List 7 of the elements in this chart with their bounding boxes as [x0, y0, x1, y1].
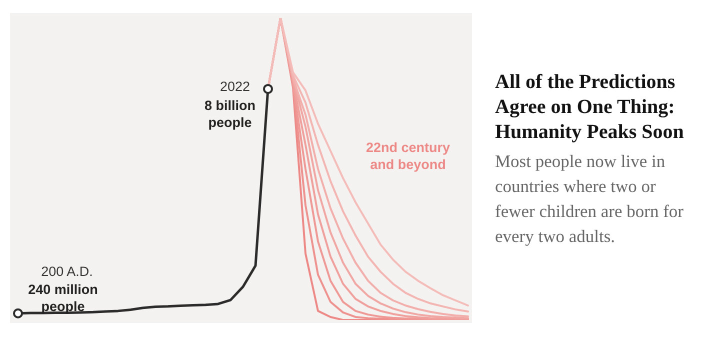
text: Most people now live in countries where two or fewer children are born for every two adults.	[495, 150, 685, 248]
text: All of the Predictions Agree on One Thing: Humanity Peaks Soon	[495, 70, 685, 145]
annotation: 200 A.D.	[40, 263, 94, 280]
annotation: 8 billion people	[203, 97, 256, 131]
annotation: 240 million people	[27, 281, 99, 315]
annotation: 22nd century and beyond	[364, 139, 452, 173]
annotation: 2022	[218, 78, 252, 95]
